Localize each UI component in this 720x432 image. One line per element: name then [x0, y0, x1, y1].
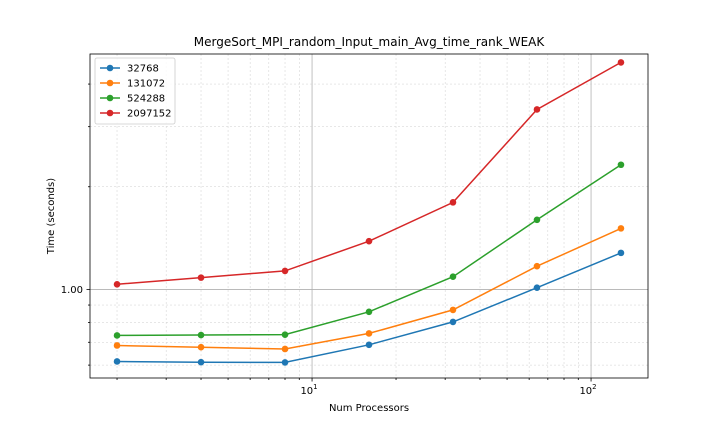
legend-swatch-marker	[106, 79, 114, 87]
series-2097152	[113, 59, 625, 288]
data-point	[113, 342, 121, 349]
data-point	[113, 281, 121, 288]
data-point	[281, 267, 289, 275]
data-point	[113, 332, 121, 339]
data-point	[197, 358, 205, 366]
legend-swatch-marker	[106, 109, 114, 117]
data-point	[197, 274, 205, 281]
data-point	[617, 59, 625, 66]
data-point	[281, 345, 289, 353]
data-point	[197, 343, 205, 351]
data-point	[449, 318, 457, 326]
data-point	[365, 308, 373, 316]
data-point	[449, 273, 457, 280]
x-tick-label: 102	[579, 383, 596, 397]
legend-label: 524288	[127, 94, 165, 105]
series-131072	[113, 225, 625, 353]
legend-label: 2097152	[127, 109, 172, 120]
legend-item: 524288	[100, 94, 165, 105]
legend-label: 32768	[127, 64, 159, 75]
legend-swatch-marker	[106, 64, 114, 72]
chart-title: MergeSort_MPI_random_Input_main_Avg_time…	[194, 35, 546, 49]
data-point	[617, 249, 625, 257]
data-point	[617, 161, 625, 169]
data-point	[281, 331, 289, 338]
data-point	[113, 358, 121, 365]
series-layer	[113, 59, 625, 366]
legend-swatch-marker	[106, 94, 114, 102]
data-point	[365, 341, 373, 349]
data-point	[449, 199, 457, 206]
legend-label: 131072	[127, 79, 165, 90]
data-point	[533, 216, 541, 224]
data-point	[533, 262, 541, 270]
data-point	[365, 330, 373, 337]
legend-item: 2097152	[100, 109, 172, 120]
ticks: 101 102 1.00	[61, 83, 597, 397]
y-tick-label: 1.00	[61, 285, 83, 296]
legend: 32768 131072 524288 2097152	[94, 57, 176, 125]
data-point	[533, 106, 541, 113]
data-point	[365, 237, 373, 245]
series-32768	[113, 249, 625, 366]
data-point	[533, 284, 541, 291]
series-524288	[113, 161, 625, 339]
data-point	[449, 306, 457, 314]
y-axis-label: Time (seconds)	[46, 178, 57, 255]
data-point	[197, 331, 205, 339]
x-axis-label: Num Processors	[329, 403, 409, 414]
legend-box	[94, 57, 176, 125]
data-point	[281, 359, 289, 366]
legend-item: 131072	[100, 79, 165, 90]
plot-frame	[89, 53, 649, 379]
legend-item: 32768	[100, 64, 159, 75]
x-tick-label: 101	[300, 383, 317, 397]
data-point	[617, 225, 625, 232]
